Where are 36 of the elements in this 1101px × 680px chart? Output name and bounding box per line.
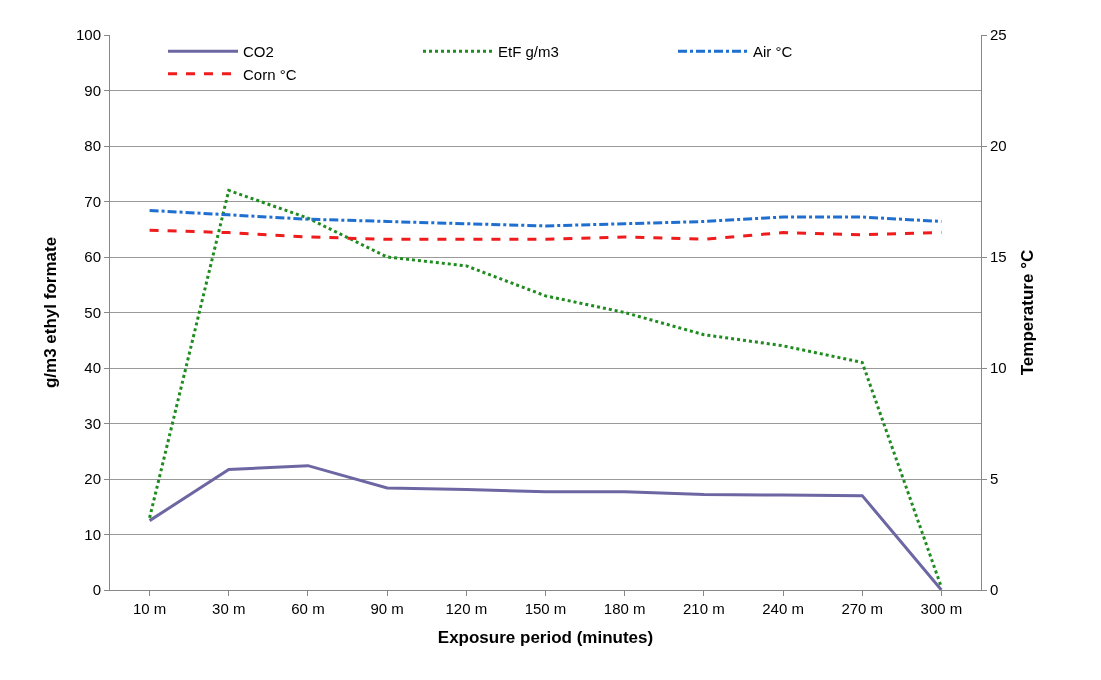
y-tick-label: 10: [84, 525, 101, 543]
y2-axis-title: Temperature °C: [1018, 249, 1038, 376]
y-tick-label: 70: [84, 192, 101, 210]
x-tick-label: 210 m: [683, 600, 725, 617]
x-tick-label: 240 m: [762, 600, 804, 617]
y2-tick-label: 15: [990, 248, 1007, 266]
y-tick-label: 0: [92, 581, 101, 599]
legend-label: CO2: [243, 43, 274, 61]
y-tick-label: 80: [84, 137, 101, 155]
y-tick-label: 100: [75, 26, 101, 44]
x-tick-label: 270 m: [841, 600, 884, 617]
y-axis-title: g/m3 ethyl formate: [40, 236, 60, 389]
y-tick-label: 30: [84, 414, 101, 432]
y2-tick-label: 25: [990, 26, 1007, 44]
legend-label: Corn °C: [243, 65, 297, 83]
y-tick-label: 40: [84, 359, 101, 377]
y2-tick-label: 5: [990, 470, 999, 488]
x-tick-label: 120 m: [445, 600, 488, 617]
x-tick-label: 10 m: [132, 600, 167, 617]
y-tick-label: 60: [84, 248, 101, 266]
y-tick-label: 20: [84, 470, 101, 488]
y2-tick-label: 10: [990, 359, 1007, 377]
x-tick-label: 30 m: [212, 600, 246, 617]
x-tick-label: 60 m: [291, 600, 325, 617]
y-tick-label: 50: [84, 303, 101, 321]
x-tick-label: 150 m: [524, 600, 567, 617]
x-axis-title: Exposure period (minutes): [437, 628, 654, 648]
x-tick-label: 90 m: [370, 600, 404, 617]
legend-label: EtF g/m3: [498, 43, 559, 61]
x-tick-label: 180 m: [603, 600, 646, 617]
line-series: [148, 464, 943, 590]
x-tick-label: 300 m: [920, 600, 963, 617]
y-tick-label: 90: [84, 81, 101, 99]
legend-label: Air °C: [753, 43, 793, 61]
y2-tick-label: 20: [990, 137, 1007, 155]
y2-tick-label: 0: [990, 581, 999, 599]
